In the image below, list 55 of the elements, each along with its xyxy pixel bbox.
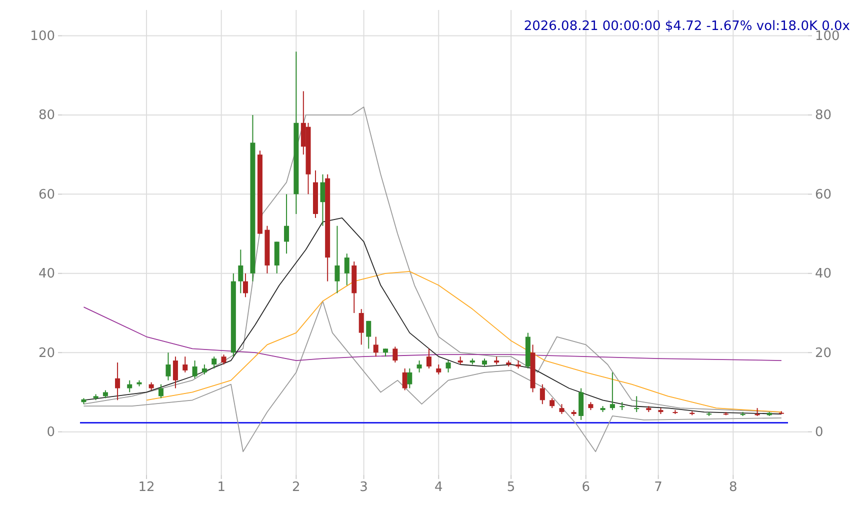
y2-tick-label: 20 — [815, 346, 832, 361]
candlestick — [358, 308, 364, 346]
candlestick — [334, 225, 340, 294]
candlestick — [242, 272, 248, 298]
candlestick — [182, 356, 188, 373]
x-tick-label: 6 — [582, 480, 590, 496]
x-tick-label: 12 — [138, 480, 155, 496]
y2-tick-label: 0 — [815, 424, 824, 440]
candlestick — [320, 174, 326, 226]
candlestick — [115, 362, 120, 401]
x-tick-label: 1 — [217, 480, 226, 496]
x-tick-label: 2 — [292, 480, 300, 496]
y2-tick-label: 80 — [815, 108, 832, 124]
candlestick — [274, 241, 280, 274]
candlestick — [172, 356, 178, 389]
candlestick — [373, 336, 378, 358]
x-tick-label: 5 — [506, 480, 516, 496]
candlestick — [550, 398, 555, 409]
x-tick-label: 4 — [434, 480, 443, 496]
candlestick — [436, 364, 442, 375]
x-tick-label: 8 — [729, 480, 738, 496]
candlestick — [166, 352, 171, 381]
x-tick-label: 7 — [654, 480, 662, 496]
candlestick — [559, 404, 564, 415]
line-series — [146, 270, 782, 412]
candlestick — [610, 372, 615, 411]
candlestick — [407, 368, 412, 389]
y-tick-label: 40 — [38, 266, 55, 282]
candlestick — [446, 360, 451, 373]
candlestick — [402, 368, 408, 391]
candlestick — [202, 364, 207, 375]
y-tick-label: 100 — [30, 28, 55, 44]
candlestick — [284, 194, 290, 254]
x-tick-label: 3 — [360, 480, 368, 496]
candlestick — [634, 396, 640, 413]
candlestick — [416, 360, 422, 373]
candlestick — [366, 320, 372, 350]
candlestick — [540, 384, 545, 405]
candlestick — [212, 356, 217, 369]
y-tick-label: 60 — [38, 187, 55, 202]
candlestick — [392, 346, 398, 364]
candlestick — [426, 348, 432, 369]
candlestick — [578, 388, 584, 420]
y2-tick-label: 40 — [815, 266, 832, 282]
y2-tick-label: 60 — [815, 187, 832, 202]
candlestick — [238, 249, 244, 294]
y-tick-label: 0 — [46, 424, 55, 440]
y-tick-label: 20 — [38, 346, 55, 361]
candlestick — [344, 253, 350, 286]
y-tick-label: 80 — [38, 108, 55, 124]
candlestick — [221, 354, 226, 365]
candlestick — [158, 384, 164, 399]
candlestick — [127, 380, 132, 393]
line-series — [83, 306, 782, 361]
candlestick — [192, 360, 198, 379]
